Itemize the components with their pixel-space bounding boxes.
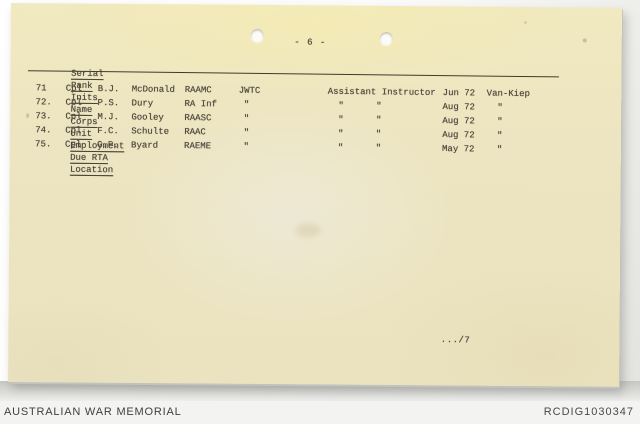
cell-corps: RA Inf xyxy=(184,99,218,110)
cell-employment: Assistant Instructor xyxy=(327,86,436,98)
header-due-rta: Due RTA xyxy=(70,152,109,164)
cell-corps: RAASC xyxy=(184,113,212,124)
cell-name: Schulte xyxy=(131,126,170,137)
cell-corps: RAAMC xyxy=(184,85,212,96)
cell-unit: " xyxy=(238,127,250,138)
cell-inits: F.C. xyxy=(97,126,119,137)
cell-due-rta: Aug 72 xyxy=(442,116,475,127)
cell-inits: P.S. xyxy=(97,98,120,109)
cell-due-rta: May 72 xyxy=(441,144,475,155)
scanned-page: - 6 - Serial Rank Inits Name Corps Unit … xyxy=(8,3,622,387)
cell-rank: Cpl xyxy=(65,111,82,122)
cell-location: Van-Kiep xyxy=(486,88,530,100)
cell-serial: 74. xyxy=(35,125,52,136)
viewer-footer-bar: AUSTRALIAN WAR MEMORIAL RCDIG1030347 xyxy=(0,401,640,424)
cell-rank: Cpl xyxy=(65,83,82,94)
cell-rank: Cpl xyxy=(65,97,82,108)
cell-serial: 73. xyxy=(35,111,52,122)
cell-unit: JWTC xyxy=(238,85,261,96)
cell-inits: B.J. xyxy=(97,84,120,95)
archive-name-label: AUSTRALIAN WAR MEMORIAL xyxy=(4,406,182,418)
table-body: 71 Cpl B.J. McDonald RAAMC JWTC Assistant Inst… xyxy=(27,82,573,158)
scan-shadow-band xyxy=(0,381,640,401)
cell-unit: " xyxy=(238,141,249,152)
cell-location: " xyxy=(486,130,503,141)
header-location: Location xyxy=(69,164,114,176)
personnel-table: Serial Rank Inits Name Corps Unit Employ… xyxy=(27,55,573,175)
cell-name: Dury xyxy=(131,98,154,109)
cell-location: " xyxy=(485,144,503,155)
cell-serial: 71 xyxy=(35,83,47,94)
cell-employment: " " xyxy=(327,114,382,126)
cell-due-rta: Aug 72 xyxy=(442,130,475,141)
cell-rank: Cpl xyxy=(65,139,82,150)
cell-location: " xyxy=(486,102,503,113)
cell-unit: " xyxy=(238,99,250,110)
cell-name: Byard xyxy=(131,140,159,151)
typewritten-content: - 6 - Serial Rank Inits Name Corps Unit … xyxy=(7,3,622,389)
cell-name: McDonald xyxy=(131,84,175,95)
cell-employment: " " xyxy=(327,100,382,112)
cell-corps: RAAC xyxy=(184,127,206,138)
cell-employment: " " xyxy=(327,128,382,140)
cell-rank: Cpl xyxy=(65,125,82,136)
cell-unit: " xyxy=(238,113,250,124)
cell-due-rta: Aug 72 xyxy=(442,102,476,113)
cell-location: " xyxy=(486,116,503,127)
cell-serial: 75. xyxy=(35,139,52,150)
continuation-mark: .../7 xyxy=(440,335,471,346)
cell-inits: G.P. xyxy=(97,140,119,151)
page-number: - 6 - xyxy=(294,37,327,48)
record-id-label: RCDIG1030347 xyxy=(543,406,634,418)
cell-corps: RAEME xyxy=(184,141,212,152)
cell-serial: 72. xyxy=(35,97,52,108)
header-serial: Serial xyxy=(71,68,104,80)
cell-employment: " " xyxy=(326,142,382,154)
cell-inits: M.J. xyxy=(97,112,120,123)
cell-name: Gooley xyxy=(131,112,164,123)
cell-due-rta: Jun 72 xyxy=(442,88,476,99)
